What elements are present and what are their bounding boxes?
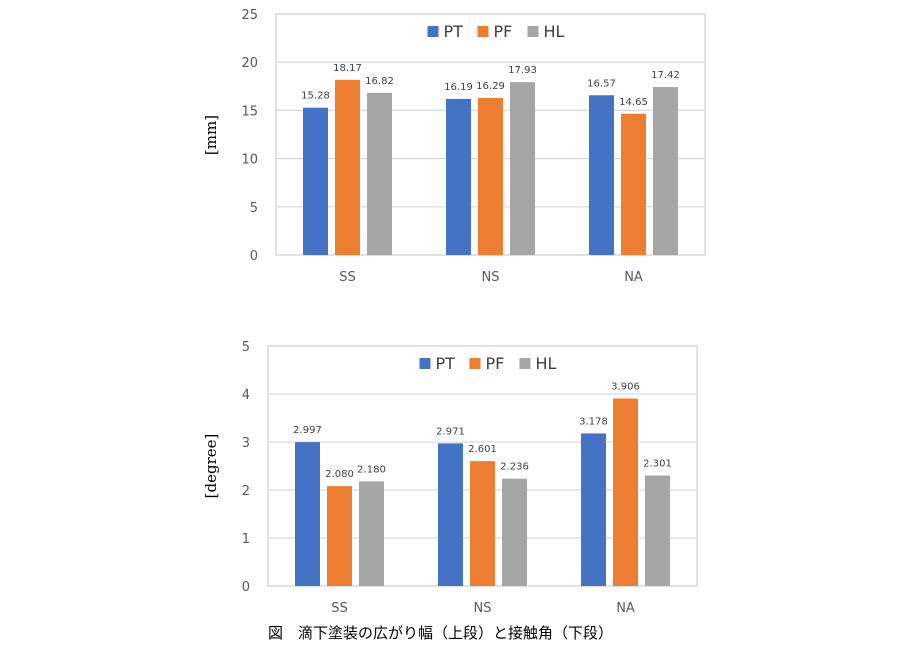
bar-PF-NA [613, 398, 638, 586]
legend-swatch-PF [469, 358, 481, 369]
data-label: 17.93 [508, 65, 537, 76]
legend-label-HL: HL [544, 22, 565, 41]
x-tick-label: NA [616, 601, 635, 616]
bar-PF-SS [335, 79, 360, 255]
bar-PF-NS [470, 461, 495, 586]
data-label: 16.29 [476, 81, 505, 92]
y-tick-label: 0 [250, 249, 258, 264]
bar-PT-NA [581, 433, 606, 586]
legend-swatch-HL [519, 358, 531, 369]
y-axis-label: [mm] [202, 115, 220, 155]
bar-PT-NA [589, 95, 614, 255]
data-label: 2.180 [357, 464, 386, 475]
bar-HL-NA [645, 475, 670, 586]
legend-label-PT: PT [444, 22, 464, 41]
x-tick-label: NS [482, 270, 500, 285]
bar-PF-NA [621, 113, 646, 255]
data-label: 16.19 [444, 82, 473, 93]
bar-HL-SS [367, 92, 392, 256]
y-tick-label: 20 [241, 56, 258, 71]
chart-2: 0 1 2 3 4 5 SS 2.997 2.080 2.180 NS 2.9712.6012.236… [202, 340, 698, 616]
x-tick-label: SS [339, 270, 356, 285]
data-label: 3.178 [579, 416, 608, 427]
legend-label-PF: PF [486, 354, 505, 373]
legend-label-PT: PT [436, 354, 456, 373]
data-label: 2.601 [468, 444, 497, 455]
data-label: 16.82 [365, 76, 394, 87]
bar-PF-SS [327, 486, 352, 586]
y-tick-label: 2 [242, 484, 250, 499]
data-label: 16.57 [587, 78, 616, 89]
data-label: 2.236 [500, 462, 529, 473]
y-tick-label: 10 [241, 153, 258, 168]
data-label: 3.906 [611, 382, 640, 393]
x-tick-label: SS [331, 601, 348, 616]
legend-swatch-PT [427, 26, 439, 37]
y-tick-label: 1 [242, 532, 250, 547]
data-label: 2.080 [325, 469, 354, 480]
legend-label-PF: PF [494, 22, 513, 41]
legend-swatch-HL [527, 26, 539, 37]
legend-swatch-PF [477, 26, 489, 37]
y-tick-label: 15 [241, 104, 258, 119]
legend-swatch-PT [419, 358, 431, 369]
bar-PF-NS [478, 97, 503, 255]
legend-label-HL: HL [536, 354, 557, 373]
data-label: 18.17 [333, 63, 362, 74]
y-tick-label: 0 [242, 580, 250, 595]
bar-HL-NS [502, 478, 527, 586]
y-tick-label: 5 [250, 201, 258, 216]
bar-PT-SS [295, 442, 320, 586]
y-tick-label: 3 [242, 436, 250, 451]
bar-HL-NA [653, 87, 678, 255]
bar-HL-NS [510, 82, 535, 255]
x-tick-label: NS [474, 601, 492, 616]
bar-HL-SS [359, 481, 384, 586]
data-label: 2.971 [436, 426, 465, 437]
bar-PT-NS [438, 443, 463, 586]
bar-PT-SS [303, 107, 328, 255]
bar-PT-NS [446, 98, 471, 255]
data-label: 17.42 [651, 70, 680, 81]
data-label: 15.28 [301, 91, 330, 102]
x-tick-label: NA [624, 270, 643, 285]
data-label: 2.301 [643, 459, 672, 470]
y-tick-label: 5 [242, 340, 250, 355]
figure-caption: 図 滴下塗装の広がり幅（上段）と接触角（下段） [268, 624, 614, 642]
data-label: 2.997 [293, 425, 322, 436]
y-tick-label: 25 [241, 8, 258, 23]
y-axis-label: [degree] [202, 434, 220, 499]
data-label: 14.65 [619, 97, 648, 108]
y-tick-label: 4 [242, 388, 250, 403]
